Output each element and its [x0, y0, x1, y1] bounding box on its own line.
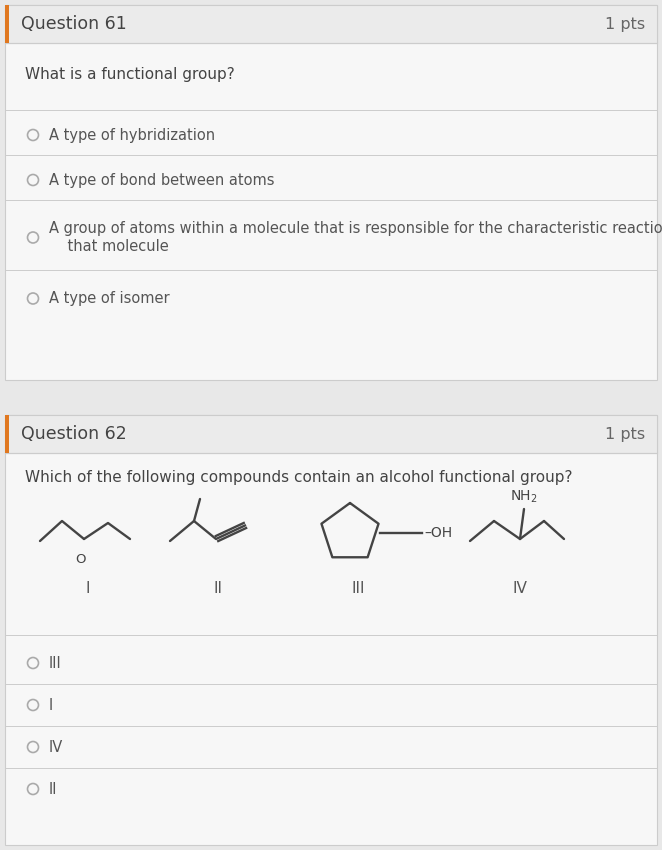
Text: IV: IV	[49, 740, 64, 755]
Bar	[5, 415, 657, 845]
Text: Question 62: Question 62	[21, 425, 126, 443]
Text: Which of the following compounds contain an alcohol functional group?: Which of the following compounds contain…	[25, 470, 573, 485]
Bar	[5, 415, 9, 453]
Text: III: III	[352, 581, 365, 596]
Text: –OH: –OH	[424, 526, 452, 540]
Text: NH$_2$: NH$_2$	[510, 489, 538, 505]
Text: Question 61: Question 61	[21, 15, 126, 33]
Text: 1 pts: 1 pts	[605, 16, 645, 31]
Text: A type of hybridization: A type of hybridization	[49, 128, 215, 143]
Text: A type of isomer: A type of isomer	[49, 291, 169, 306]
Text: 1 pts: 1 pts	[605, 427, 645, 441]
Text: What is a functional group?: What is a functional group?	[25, 67, 235, 82]
Text: A type of bond between atoms: A type of bond between atoms	[49, 173, 275, 188]
Text: O: O	[75, 553, 86, 566]
Text: II: II	[214, 581, 222, 596]
Bar	[5, 5, 657, 380]
Bar	[5, 415, 657, 453]
Text: II: II	[49, 781, 58, 796]
Text: IV: IV	[512, 581, 528, 596]
Text: I: I	[49, 698, 53, 712]
Text: I: I	[86, 581, 90, 596]
Bar	[5, 5, 657, 43]
Bar	[5, 5, 9, 43]
Text: A group of atoms within a molecule that is responsible for the characteristic re: A group of atoms within a molecule that …	[49, 221, 662, 253]
Text: III: III	[49, 655, 62, 671]
